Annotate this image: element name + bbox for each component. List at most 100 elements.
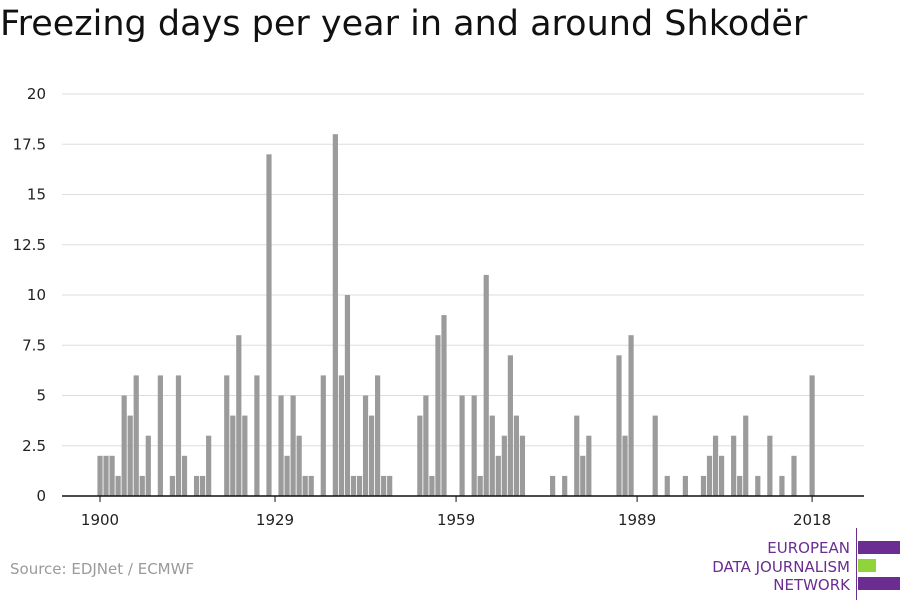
y-tick-label: 10 bbox=[27, 286, 46, 304]
bar bbox=[320, 375, 326, 496]
y-tick-label: 0 bbox=[36, 487, 46, 505]
bar bbox=[254, 375, 260, 496]
bar bbox=[501, 435, 507, 496]
bar bbox=[97, 455, 103, 496]
bar bbox=[791, 455, 797, 496]
bar bbox=[290, 395, 296, 496]
bar bbox=[459, 395, 465, 496]
grid-lines bbox=[62, 93, 864, 447]
bar bbox=[417, 415, 423, 496]
bar bbox=[332, 134, 338, 496]
bar bbox=[562, 475, 568, 496]
bar bbox=[115, 475, 121, 496]
bar bbox=[181, 455, 188, 496]
bar bbox=[224, 375, 230, 496]
bar bbox=[586, 435, 592, 496]
bar bbox=[284, 455, 290, 496]
bar bbox=[767, 435, 773, 496]
bar bbox=[145, 435, 151, 496]
bar bbox=[737, 475, 743, 496]
x-tick-label: 1929 bbox=[256, 511, 294, 529]
x-tick-label: 1989 bbox=[618, 511, 656, 529]
bar bbox=[718, 455, 725, 496]
bar bbox=[435, 335, 441, 496]
bar bbox=[513, 415, 520, 496]
bar bbox=[127, 415, 133, 496]
y-tick-label: 15 bbox=[27, 186, 46, 204]
y-tick-label: 17.5 bbox=[13, 135, 46, 153]
x-tick-label: 2018 bbox=[793, 511, 831, 529]
bar bbox=[338, 375, 344, 496]
logo-bar-purple-bottom bbox=[858, 577, 900, 590]
bar bbox=[121, 395, 127, 496]
bar bbox=[387, 475, 393, 496]
bar bbox=[139, 475, 145, 496]
bar bbox=[580, 455, 586, 496]
bars bbox=[97, 134, 815, 497]
logo-line-1: EUROPEAN bbox=[767, 539, 850, 557]
x-tick-label: 1959 bbox=[437, 511, 475, 529]
bar bbox=[344, 295, 351, 496]
bar bbox=[308, 475, 314, 496]
bar bbox=[682, 475, 688, 496]
bar bbox=[368, 415, 375, 496]
logo-divider bbox=[856, 528, 857, 600]
bar bbox=[477, 475, 483, 496]
bar bbox=[266, 154, 272, 497]
bar bbox=[628, 335, 634, 496]
bar bbox=[507, 355, 513, 496]
y-tick-label: 7.5 bbox=[22, 336, 46, 354]
bar bbox=[731, 435, 737, 496]
y-axis-ticks: 0 2.5 5 7.5 10 12.5 15 17.5 20 bbox=[13, 85, 46, 505]
bar bbox=[483, 274, 489, 496]
bar bbox=[175, 375, 182, 496]
bar bbox=[664, 475, 670, 496]
logo-bar-green bbox=[858, 559, 876, 572]
logo-line-3: NETWORK bbox=[773, 576, 850, 594]
logo-line-2: DATA JOURNALISM bbox=[712, 558, 850, 576]
y-tick-label: 2.5 bbox=[22, 437, 46, 455]
bar bbox=[700, 475, 707, 496]
bar bbox=[375, 375, 381, 496]
y-tick-label: 5 bbox=[36, 387, 46, 405]
bar bbox=[350, 475, 357, 496]
bar bbox=[616, 355, 622, 496]
bar bbox=[278, 395, 284, 496]
bar bbox=[242, 415, 248, 496]
bar bbox=[381, 475, 387, 496]
bar bbox=[441, 315, 447, 496]
bar bbox=[236, 335, 242, 496]
chart-title: Freezing days per year in and around Shk… bbox=[0, 4, 808, 44]
bar bbox=[489, 415, 495, 496]
bar bbox=[133, 375, 139, 496]
bar bbox=[622, 435, 628, 496]
bar bbox=[779, 475, 785, 496]
bar bbox=[755, 475, 761, 496]
bar bbox=[362, 395, 369, 496]
bar bbox=[809, 375, 815, 496]
bar bbox=[712, 435, 719, 496]
bar bbox=[574, 415, 580, 496]
logo-bar-purple-top bbox=[858, 541, 900, 554]
bar bbox=[652, 415, 658, 496]
bar bbox=[356, 475, 363, 496]
bar bbox=[706, 455, 713, 496]
bar bbox=[206, 435, 212, 496]
source-note: Source: EDJNet / ECMWF bbox=[10, 560, 195, 578]
bar bbox=[550, 475, 556, 496]
bar bbox=[193, 475, 200, 496]
bar bbox=[157, 375, 163, 496]
bar bbox=[103, 455, 109, 496]
y-tick-label: 12.5 bbox=[13, 236, 46, 254]
bar bbox=[471, 395, 477, 496]
bar bbox=[296, 435, 302, 496]
bar bbox=[230, 415, 236, 496]
y-tick-label: 20 bbox=[27, 85, 46, 103]
edjnet-logo: EUROPEAN DATA JOURNALISM NETWORK bbox=[690, 528, 900, 600]
bar bbox=[169, 475, 176, 496]
bar bbox=[519, 435, 526, 496]
x-tick-label: 1900 bbox=[81, 511, 119, 529]
bar bbox=[302, 475, 308, 496]
bar bbox=[109, 455, 115, 496]
